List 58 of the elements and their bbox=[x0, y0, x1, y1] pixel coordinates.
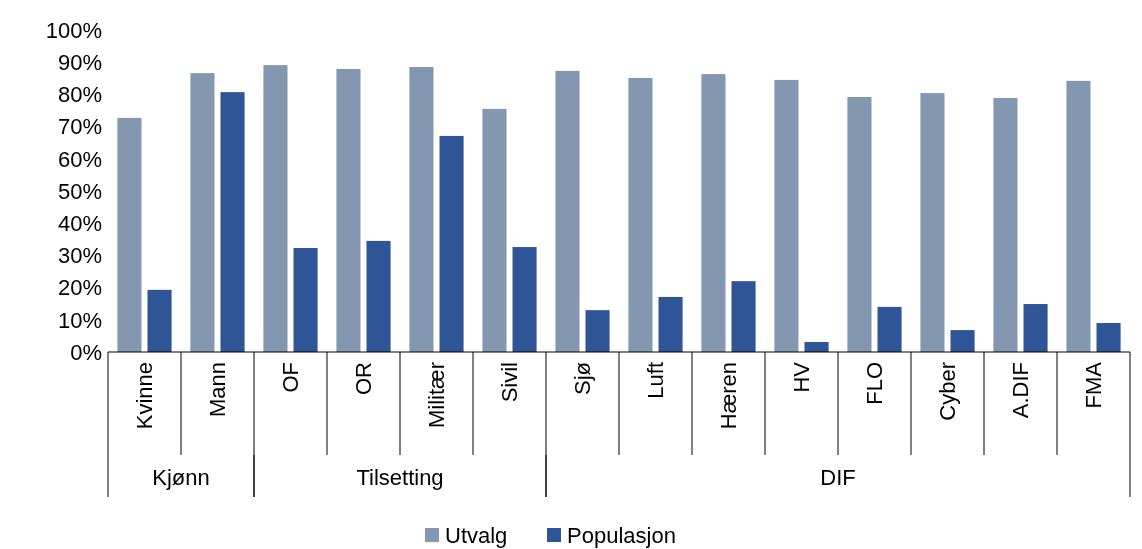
bar bbox=[555, 70, 580, 352]
x-tick-label: OF bbox=[278, 362, 304, 393]
bar bbox=[658, 296, 683, 352]
bar bbox=[920, 93, 945, 352]
y-tick-label: 60% bbox=[57, 146, 102, 172]
bar bbox=[147, 289, 172, 352]
x-tick-label: Luft bbox=[643, 362, 669, 399]
y-tick-label: 70% bbox=[57, 114, 102, 140]
bar bbox=[117, 117, 142, 352]
x-tick-label: Hæren bbox=[716, 362, 742, 430]
bar bbox=[701, 74, 726, 352]
bar bbox=[804, 342, 829, 352]
bar bbox=[293, 247, 318, 352]
x-tick-label: OR bbox=[351, 362, 377, 395]
bar bbox=[1066, 80, 1091, 352]
x-tick-label: Sivil bbox=[497, 362, 523, 403]
bar bbox=[731, 281, 756, 352]
x-tick-label: Cyber bbox=[935, 362, 961, 421]
bar bbox=[1096, 323, 1121, 352]
legend-label: Utvalg bbox=[445, 522, 508, 548]
text: Tilsetting bbox=[356, 464, 444, 490]
x-tick-label: HV bbox=[789, 361, 815, 393]
bar bbox=[439, 135, 464, 352]
x-tick-label: Kvinne bbox=[132, 362, 158, 430]
bar bbox=[409, 67, 434, 352]
bar bbox=[366, 240, 391, 352]
bar bbox=[993, 97, 1018, 352]
y-tick-label: 40% bbox=[57, 210, 102, 236]
bar bbox=[482, 108, 507, 352]
bar bbox=[263, 65, 288, 352]
x-tick-label: FMA bbox=[1081, 361, 1107, 409]
x-tick-label: FLO bbox=[862, 362, 888, 405]
y-tick-label: 10% bbox=[57, 307, 102, 333]
bar bbox=[847, 96, 872, 352]
bar bbox=[190, 73, 215, 352]
y-tick-label: 30% bbox=[57, 243, 102, 269]
bar bbox=[585, 310, 610, 352]
y-tick-label: 100% bbox=[45, 17, 102, 43]
y-tick-label: 50% bbox=[57, 178, 102, 204]
y-tick-label: 20% bbox=[57, 275, 102, 301]
x-tick-label: Mann bbox=[205, 362, 231, 418]
x-tick-label: Militær bbox=[424, 362, 450, 428]
bar bbox=[336, 68, 361, 352]
bar bbox=[774, 79, 799, 352]
y-tick-label: 0% bbox=[70, 339, 102, 365]
bar bbox=[512, 247, 537, 352]
x-tick-label: A.DIF bbox=[1008, 362, 1034, 419]
text: Kjønn bbox=[152, 464, 210, 490]
bar bbox=[1023, 304, 1048, 352]
legend-label: Populasjon bbox=[567, 522, 676, 548]
bar bbox=[950, 330, 975, 352]
y-tick-label: 80% bbox=[57, 82, 102, 108]
y-tick-label: 90% bbox=[57, 49, 102, 75]
bar bbox=[628, 77, 653, 352]
x-tick-label: Sjø bbox=[570, 362, 596, 395]
text: DIF bbox=[820, 464, 856, 490]
bar bbox=[220, 92, 245, 352]
bar bbox=[877, 306, 902, 352]
